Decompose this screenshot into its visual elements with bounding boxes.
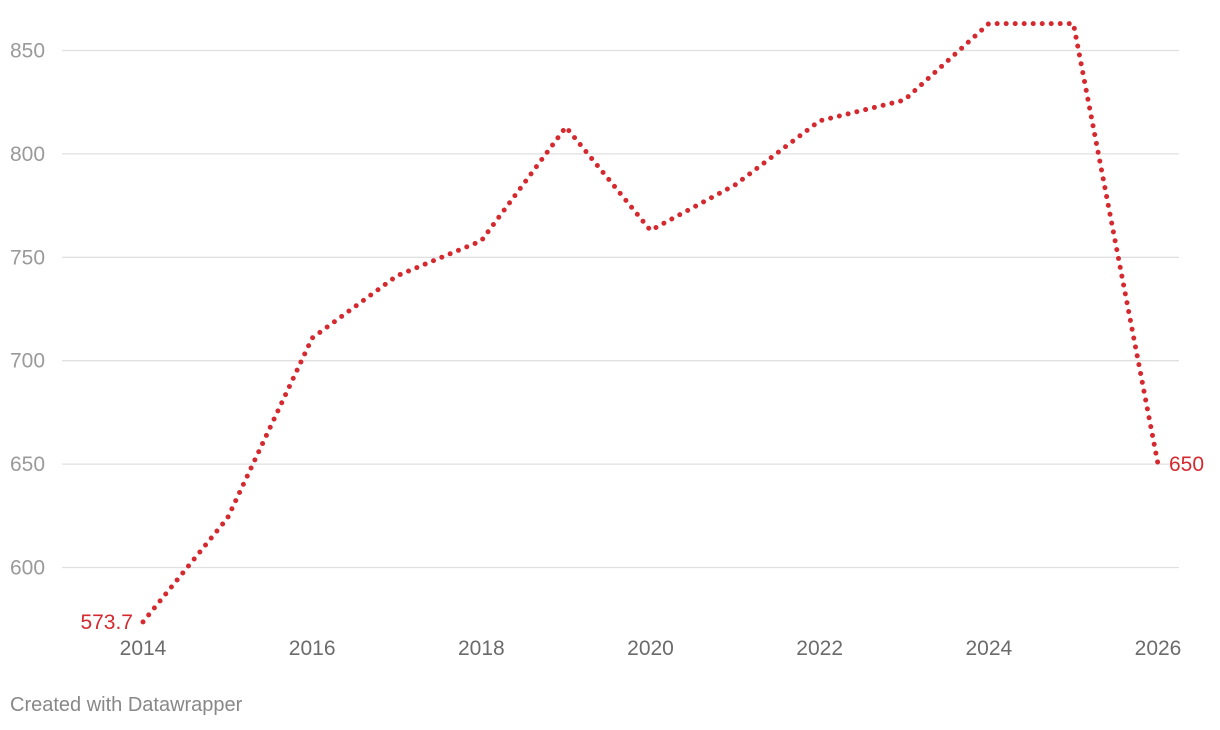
footer-credit: Created with Datawrapper: [10, 694, 243, 716]
x-tick-label-2016: 2016: [289, 637, 336, 660]
x-axis-tick-labels: 2014 2016 2018 2020 2022 2024 2026: [120, 637, 1182, 660]
y-tick-label-850: 850: [10, 40, 45, 63]
x-tick-label-2024: 2024: [965, 637, 1012, 660]
y-axis-tick-labels: 600 650 700 750 800 850: [10, 40, 45, 580]
start-value-label: 573.7: [80, 611, 133, 634]
end-value-label: 650: [1169, 453, 1204, 476]
x-tick-label-2014: 2014: [120, 637, 167, 660]
y-tick-label-650: 650: [10, 453, 45, 476]
data-points: [143, 24, 1158, 622]
y-tick-label-800: 800: [10, 143, 45, 166]
y-tick-label-700: 700: [10, 350, 45, 373]
x-tick-label-2018: 2018: [458, 637, 505, 660]
x-tick-label-2020: 2020: [627, 637, 674, 660]
x-tick-label-2026: 2026: [1135, 637, 1182, 660]
series-line: [140, 21, 1161, 625]
gridlines: [62, 49, 1179, 569]
y-tick-label-750: 750: [10, 246, 45, 269]
y-tick-label-600: 600: [10, 557, 45, 580]
x-tick-label-2022: 2022: [796, 637, 843, 660]
